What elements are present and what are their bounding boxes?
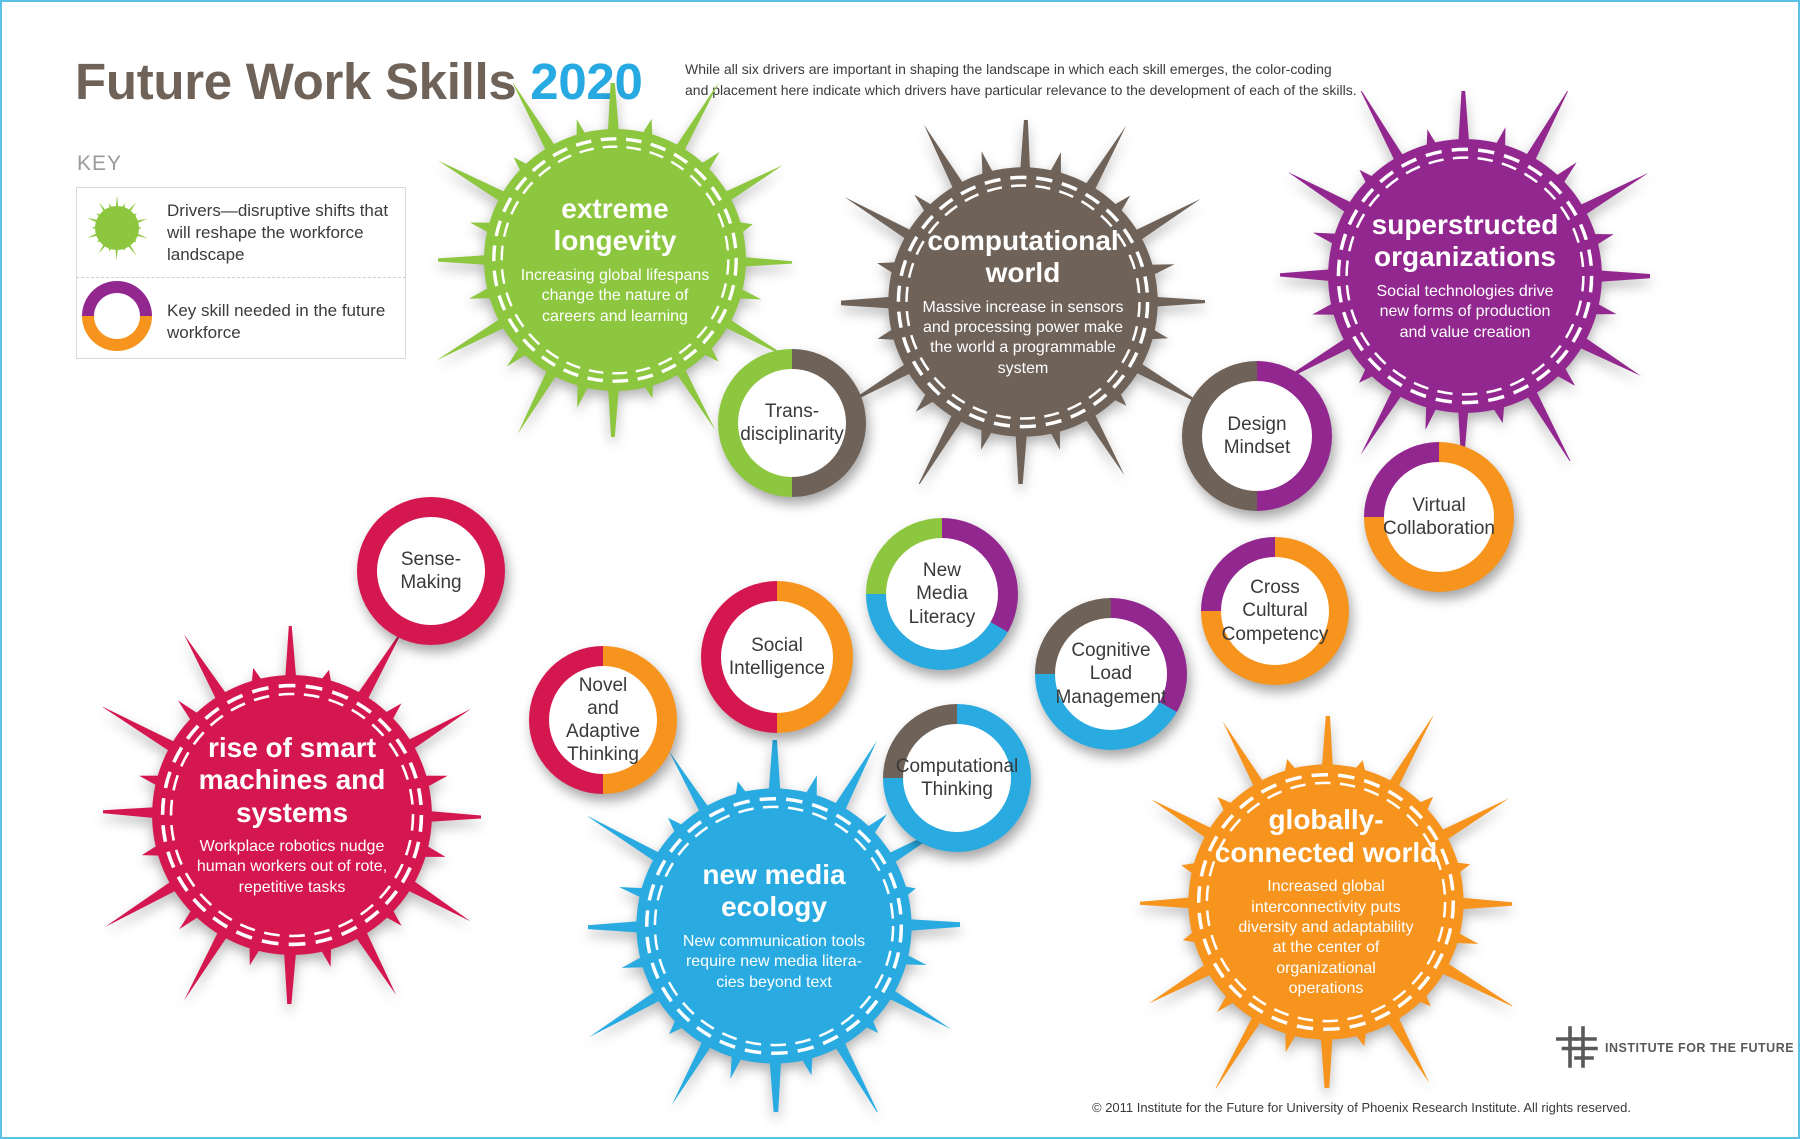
svg-text:INSTITUTE FOR THE FUTURE: INSTITUTE FOR THE FUTURE (1605, 1041, 1794, 1055)
